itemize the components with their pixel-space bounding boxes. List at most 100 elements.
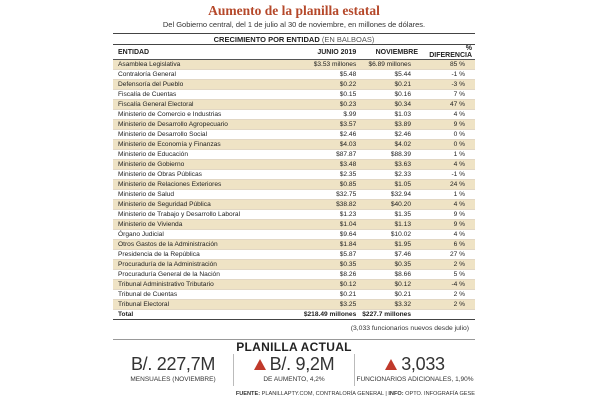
cell-diff: 24 % — [421, 179, 475, 190]
cell-junio: $3.25 — [297, 299, 360, 310]
cell-entidad: Defensoría del Pueblo — [113, 79, 298, 90]
cell-diff: 27 % — [421, 249, 475, 260]
table-row: Procuraduría de la Administración $0.35 $0… — [113, 259, 475, 270]
summary-title: PLANILLA ACTUAL — [236, 340, 352, 354]
cell-noviembre: $88.39 — [359, 149, 421, 160]
cell-junio: $0.22 — [297, 79, 360, 90]
table-row: Defensoría del Pueblo $0.22 $0.21 -3 % — [113, 79, 475, 90]
cell-noviembre: $1.95 — [359, 239, 421, 250]
cell-entidad: Procuraduría de la Administración — [113, 259, 298, 270]
cell-diff: 9 % — [421, 209, 475, 220]
cell-junio: $0.15 — [297, 89, 360, 100]
up-arrow-icon — [385, 358, 398, 370]
cell-entidad: Ministerio de Desarrollo Agropecuario — [113, 119, 298, 130]
cell-noviembre: $2.46 — [359, 129, 421, 140]
cell-entidad: Ministerio de Relaciones Exteriores — [113, 179, 298, 190]
cell-junio: $1.23 — [297, 209, 360, 220]
table-row: Órgano Judicial $9.64 $10.02 4 % — [113, 229, 475, 240]
summary-caption: MENSUALES (NOVIEMBRE) — [130, 376, 216, 383]
cell-diff: 47 % — [421, 99, 475, 110]
cell-diff: -4 % — [421, 279, 475, 290]
table-row: Ministerio de Educación $87.87 $88.39 1 % — [113, 149, 475, 160]
table-row: Presidencia de la República $5.87 $7.46 27 … — [113, 249, 475, 260]
cell-junio: $8.26 — [297, 269, 360, 280]
table-row: Otros Gastos de la Administración $1.84 $1… — [113, 239, 475, 250]
cell-entidad: Contraloría General — [113, 69, 298, 80]
table-row: Tribunal de Cuentas $0.21 $0.21 2 % — [113, 289, 475, 300]
table-row: Ministerio de Desarrollo Agropecuario $3.… — [113, 119, 475, 130]
table-row: Procuraduría General de la Nación $8.26 $8… — [113, 269, 475, 280]
cell-diff: 2 % — [421, 259, 475, 270]
page-title: Aumento de la planilla estatal — [208, 3, 380, 18]
cell-noviembre: $2.33 — [359, 169, 421, 180]
growth-table: ENTIDAD JUNIO 2019 NOVIEMBRE % DIFERENCI… — [113, 45, 475, 320]
cell-junio: $3.57 — [297, 119, 360, 130]
cell-junio: $0.12 — [297, 279, 360, 290]
cell-noviembre: $1.03 — [359, 109, 421, 120]
cell-diff: 1 % — [421, 189, 475, 200]
cell-junio: $1.04 — [297, 219, 360, 230]
cell-noviembre: $10.02 — [359, 229, 421, 240]
cell-entidad: Procuraduría General de la Nación — [113, 269, 298, 280]
cell-entidad: Tribunal de Cuentas — [113, 289, 298, 300]
table-total-row: Total $218.49 millones $227.7 millones — [113, 309, 475, 320]
infographic: Aumento de la planilla estatal Del Gobie… — [113, 0, 475, 400]
cell-junio: $218.49 millones — [297, 309, 360, 320]
cell-entidad: Ministerio de Vivienda — [113, 219, 298, 230]
cell-diff: -1 % — [421, 69, 475, 80]
cell-diff: 2 % — [421, 289, 475, 300]
table-row: Tribunal Administrativo Tributario $0.12 $… — [113, 279, 475, 290]
summary-monthly: B/. 227,7M MENSUALES (NOVIEMBRE) — [113, 354, 233, 386]
cell-diff: 9 % — [421, 119, 475, 130]
cell-noviembre: $1.13 — [359, 219, 421, 230]
summary-caption: DE AUMENTO, 4,2% — [263, 375, 325, 383]
table-row: Asamblea Legislativa $3.53 millones $6.89 … — [113, 59, 475, 70]
cell-entidad: Ministerio de Comercio e Industrias — [113, 109, 298, 120]
cell-junio: $5.87 — [297, 249, 360, 260]
cell-noviembre: $6.89 millones — [359, 59, 421, 70]
cell-noviembre: $0.34 — [359, 99, 421, 110]
cell-noviembre: $3.89 — [359, 119, 421, 130]
cell-noviembre: $0.16 — [359, 89, 421, 100]
cell-junio: $0.21 — [297, 289, 360, 300]
table-row: Ministerio de Salud $32.75 $32.94 1 % — [113, 189, 475, 200]
cell-entidad: Ministerio de Seguridad Pública — [113, 199, 298, 210]
cell-entidad: Ministerio de Salud — [113, 189, 298, 200]
cell-entidad: Presidencia de la República — [113, 249, 298, 260]
cell-noviembre: $0.21 — [359, 79, 421, 90]
summary-panel: PLANILLA ACTUAL B/. 227,7M MENSUALES (NO… — [113, 339, 475, 386]
table-row: Ministerio de Gobierno $3.48 $3.63 4 % — [113, 159, 475, 170]
col-header-junio: JUNIO 2019 — [297, 45, 360, 60]
cell-entidad: Otros Gastos de la Administración — [113, 239, 298, 250]
summary-increase: B/. 9,2M DE AUMENTO, 4,2% — [233, 354, 354, 386]
cell-noviembre: $0.21 — [359, 289, 421, 300]
cell-entidad: Fiscalía de Cuentas — [113, 89, 298, 100]
cell-entidad: Fiscalía General Electoral — [113, 99, 298, 110]
cell-entidad: Ministerio de Obras Públicas — [113, 169, 298, 180]
table-row: Fiscalía General Electoral $0.23 $0.34 47 % — [113, 99, 475, 110]
cell-diff — [421, 309, 475, 320]
cell-diff: 4 % — [421, 159, 475, 170]
summary-caption: FUNCIONARIOS ADICIONALES, 1,90% — [356, 375, 474, 383]
cell-junio: $87.87 — [297, 149, 360, 160]
cell-junio: $2.35 — [297, 169, 360, 180]
cell-noviembre: $7.46 — [359, 249, 421, 260]
table-row: Ministerio de Obras Públicas $2.35 $2.33 -1… — [113, 169, 475, 180]
source-text: PLANILLAPTY.COM, CONTRALORÍA GENERAL — [261, 391, 384, 397]
cell-entidad: Total — [113, 309, 298, 320]
summary-value: B/. 227,7M — [131, 354, 215, 374]
cell-noviembre: $32.94 — [359, 189, 421, 200]
summary-employees: 3,033 FUNCIONARIOS ADICIONALES, 1,90% — [354, 354, 475, 386]
summary-value: 3,033 — [385, 354, 445, 374]
cell-junio: $2.46 — [297, 129, 360, 140]
cell-junio: $0.85 — [297, 179, 360, 190]
table-row: Tribunal Electoral $3.25 $3.32 2 % — [113, 299, 475, 310]
page-subtitle: Del Gobierno central, del 1 de julio al … — [162, 20, 426, 29]
table-body: Asamblea Legislativa $3.53 millones $6.89 … — [113, 59, 475, 320]
cell-entidad: Ministerio de Gobierno — [113, 159, 298, 170]
cell-noviembre: $3.63 — [359, 159, 421, 170]
cell-noviembre: $3.32 — [359, 299, 421, 310]
section-note: (EN BALBOAS) — [321, 35, 375, 44]
table-row: Ministerio de Comercio e Industrias $.99 $… — [113, 109, 475, 120]
cell-noviembre: $0.12 — [359, 279, 421, 290]
